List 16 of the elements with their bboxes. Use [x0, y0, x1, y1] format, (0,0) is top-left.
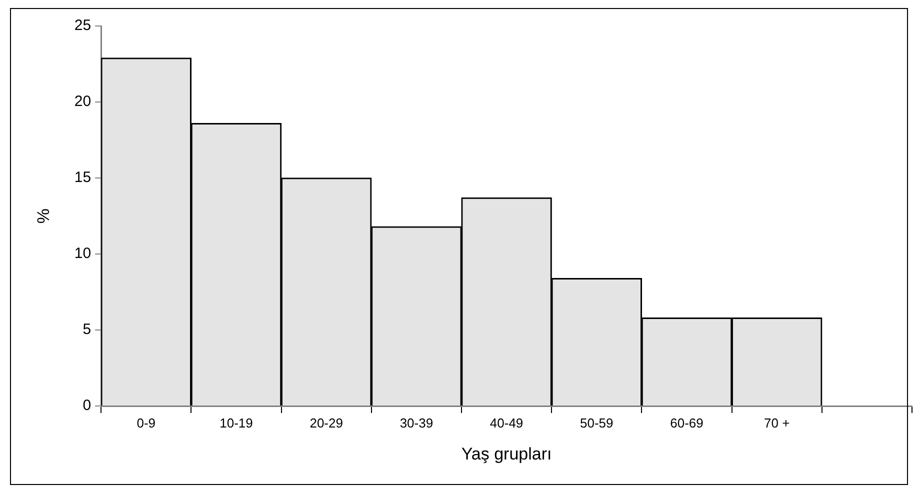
- y-tick-label: 15: [74, 169, 92, 186]
- x-tick-label: 30-39: [400, 415, 434, 430]
- x-tick-label: 20-29: [310, 415, 343, 430]
- y-tick-label: 10: [74, 245, 92, 262]
- y-tick-label: 20: [74, 93, 92, 110]
- x-tick-label: 70 +: [764, 415, 790, 430]
- y-tick-label: 0: [82, 397, 92, 414]
- x-axis-title: Yaş grupları: [461, 444, 552, 464]
- x-tick-label: 50-59: [580, 415, 614, 430]
- y-axis-title: %: [34, 208, 53, 224]
- x-tick-label: 40-49: [490, 415, 524, 430]
- y-tick-label: 5: [82, 321, 92, 338]
- y-tick-label: 25: [74, 17, 92, 34]
- x-tick-label: 10-19: [220, 415, 253, 430]
- x-tick-label: 0-9: [136, 415, 156, 430]
- x-tick-label: 60-69: [670, 415, 704, 430]
